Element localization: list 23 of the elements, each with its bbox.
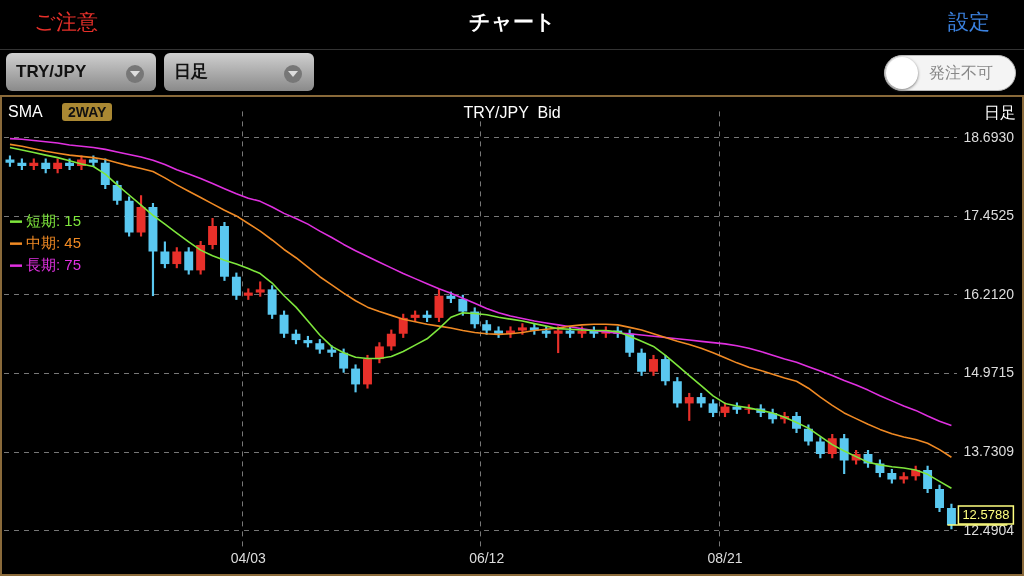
- text: 設定: [948, 10, 990, 33]
- y-tick-label: 13.7309: [963, 442, 1015, 459]
- text: ご注意: [34, 10, 98, 33]
- text: チャート: [468, 10, 556, 33]
- text: 発注不可: [929, 64, 993, 81]
- annotation: 2WAY: [68, 104, 107, 120]
- legend-label: 短期: 15: [26, 211, 82, 229]
- text: 日足: [984, 104, 1016, 121]
- x-tick-label: 08/21: [707, 550, 743, 567]
- legend-label: 中期: 45: [26, 233, 82, 251]
- x-tick-label: 04/03: [230, 550, 267, 567]
- y-tick-label: 14.9715: [963, 364, 1015, 381]
- chart-title: TRY/JPY Bid: [463, 104, 561, 122]
- y-tick-label: 17.4525: [963, 207, 1015, 224]
- text: TRY/JPY: [16, 62, 87, 81]
- x-tick-label: 06/12: [469, 550, 505, 567]
- y-tick-label: 18.6930: [963, 128, 1015, 145]
- y-tick-label: 12.4904: [963, 521, 1015, 538]
- y-tick-label: 16.2120: [963, 285, 1015, 302]
- annotation: SMA: [8, 103, 43, 120]
- ref-line-label: 12.5788: [962, 506, 1010, 522]
- text: 日足: [174, 62, 208, 81]
- legend-label: 長期: 75: [26, 255, 82, 273]
